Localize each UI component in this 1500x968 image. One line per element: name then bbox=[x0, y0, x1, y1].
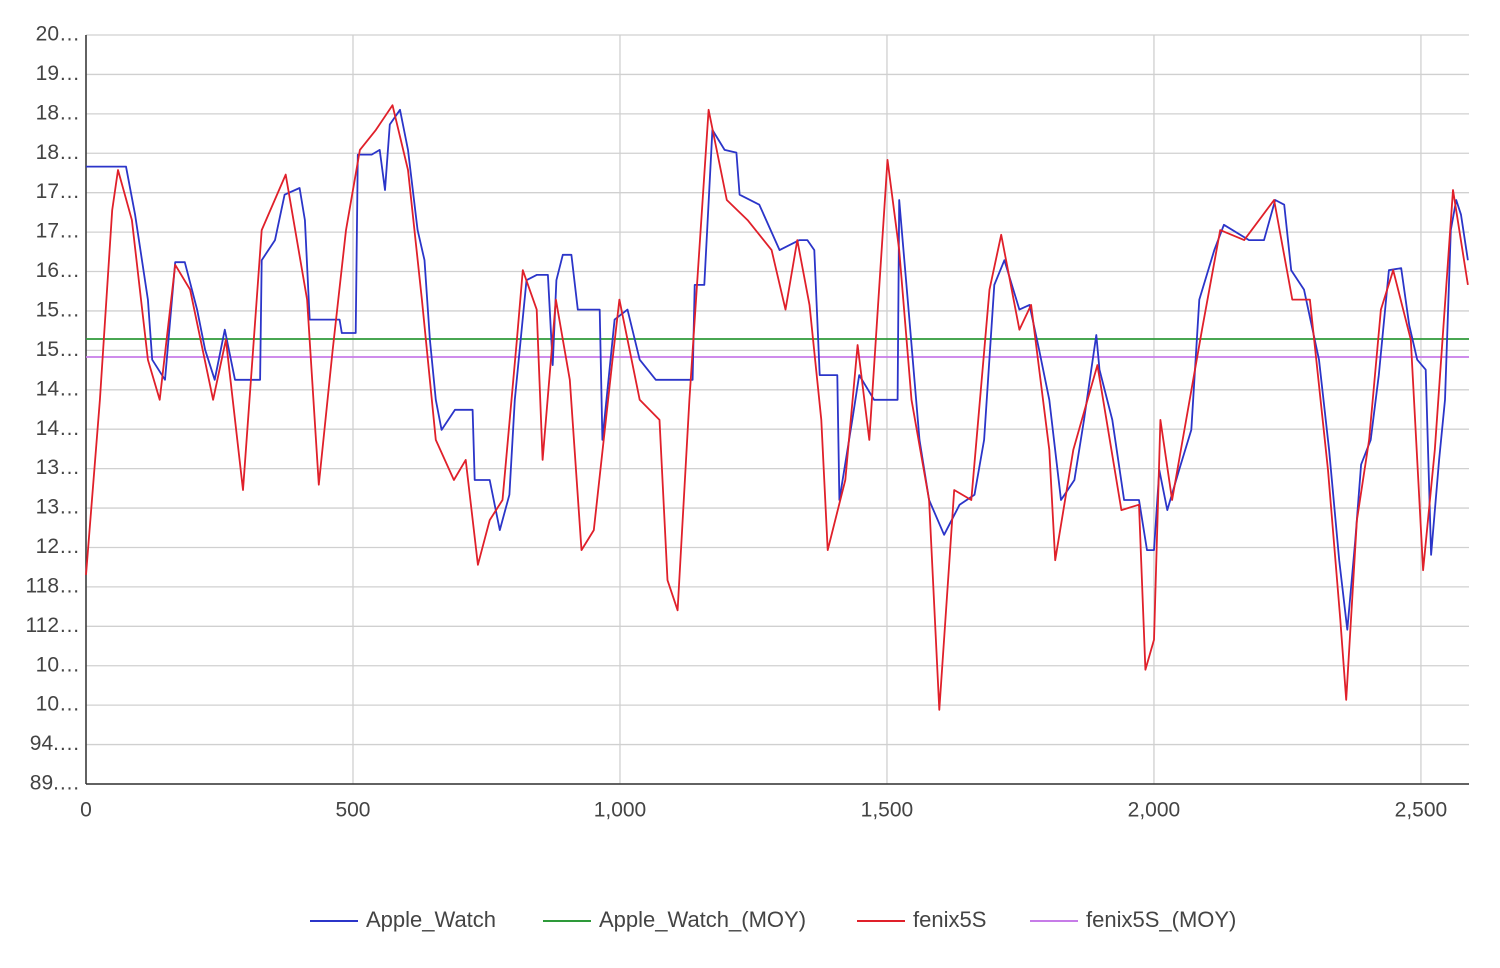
y-tick-label: 10… bbox=[36, 653, 80, 676]
legend-label: Apple_Watch bbox=[366, 907, 496, 932]
y-tick-label: 89.… bbox=[30, 772, 80, 795]
y-tick-label: 15… bbox=[36, 338, 80, 361]
legend-label: fenix5S bbox=[913, 907, 986, 932]
y-tick-label: 13… bbox=[36, 496, 80, 519]
series-line bbox=[85, 104, 1469, 711]
x-tick-label: 1,000 bbox=[594, 799, 647, 822]
x-tick-label: 0 bbox=[80, 799, 92, 822]
y-tick-label: 18… bbox=[36, 141, 80, 164]
y-tick-label: 14… bbox=[36, 417, 80, 440]
y-tick-label: 17… bbox=[36, 220, 80, 243]
x-tick-label: 500 bbox=[335, 799, 370, 822]
y-tick-label: 12… bbox=[36, 535, 80, 558]
y-tick-label: 14… bbox=[36, 377, 80, 400]
x-tick-label: 1,500 bbox=[861, 799, 914, 822]
y-tick-label: 10… bbox=[36, 693, 80, 716]
y-tick-label: 94.… bbox=[30, 732, 80, 755]
y-tick-label: 118… bbox=[26, 574, 80, 597]
y-tick-label: 13… bbox=[36, 456, 80, 479]
y-tick-label: 20… bbox=[36, 23, 80, 46]
y-tick-label: 15… bbox=[36, 298, 80, 321]
y-tick-label: 19… bbox=[36, 62, 80, 85]
y-tick-label: 112… bbox=[26, 614, 80, 637]
y-tick-label: 17… bbox=[36, 180, 80, 203]
x-tick-label: 2,500 bbox=[1395, 799, 1448, 822]
legend-label: Apple_Watch_(MOY) bbox=[599, 907, 806, 932]
y-tick-label: 16… bbox=[36, 259, 80, 282]
series-line bbox=[86, 108, 1469, 631]
legend-label: fenix5S_(MOY) bbox=[1086, 907, 1236, 932]
y-tick-label: 18… bbox=[36, 101, 80, 124]
x-tick-label: 2,000 bbox=[1128, 799, 1181, 822]
